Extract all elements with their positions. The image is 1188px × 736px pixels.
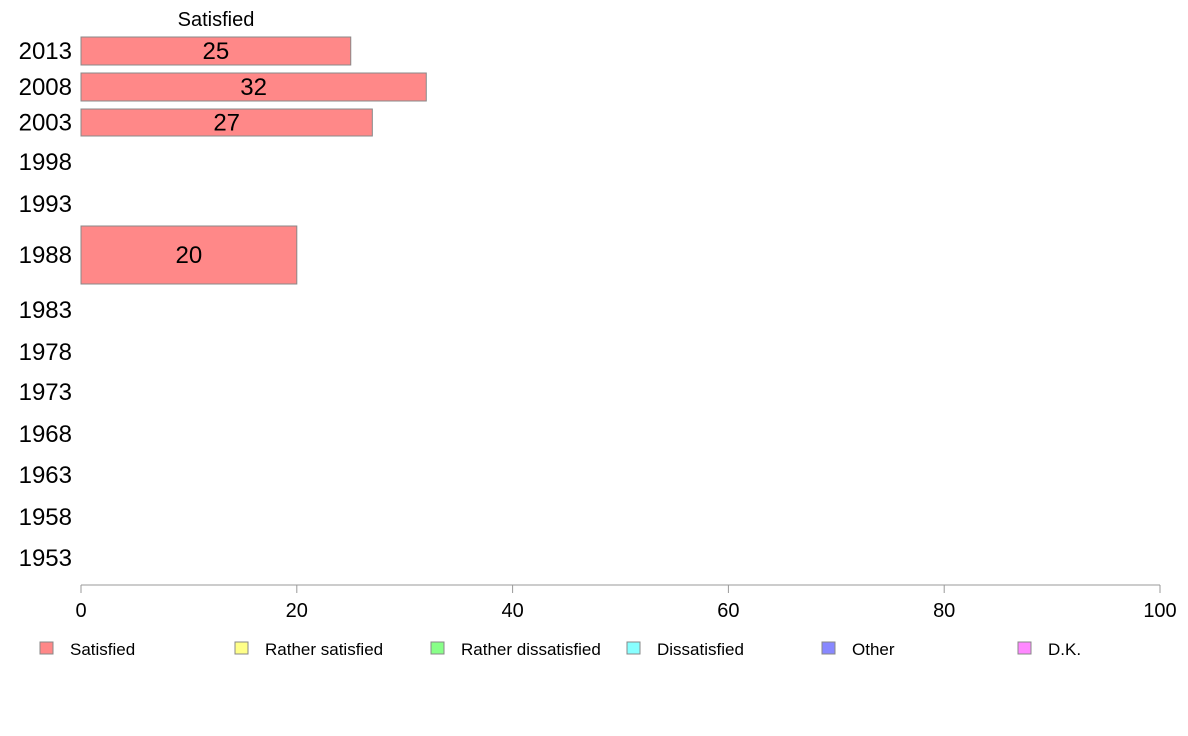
- y-tick-label: 1978: [19, 339, 72, 366]
- legend-item: Rather satisfied: [234, 640, 383, 659]
- legend-swatch: [821, 641, 836, 655]
- y-tick-label: 1973: [19, 379, 72, 406]
- y-axis-labels: 2013 2008 2003 1998 1993 1988 1983 1978 1973 1968…: [19, 38, 72, 572]
- y-tick-label: 1963: [19, 462, 72, 489]
- legend: Satisfied Rather satisfied Rather dissatis…: [39, 640, 1081, 659]
- y-tick-label: 1988: [19, 242, 72, 269]
- x-axis: 0 20 40 60 80 100: [75, 584, 1177, 622]
- y-tick-label: 2008: [19, 74, 72, 101]
- bar: [80, 72, 427, 102]
- y-tick-label: 2003: [19, 110, 72, 137]
- x-tick-label: 40: [501, 600, 523, 622]
- y-tick-label: 1958: [19, 504, 72, 531]
- legend-swatch: [234, 641, 249, 655]
- y-tick-label: 1953: [19, 545, 72, 572]
- series-header: Satisfied: [178, 9, 255, 31]
- data-label: 25: [203, 38, 230, 65]
- data-label: 27: [213, 110, 240, 137]
- data-label: 20: [176, 242, 203, 269]
- legend-swatch: [430, 641, 445, 655]
- legend-item: Dissatisfied: [626, 640, 744, 659]
- legend-item: D.K.: [1017, 640, 1081, 659]
- legend-label: Satisfied: [70, 640, 135, 659]
- x-tick-label: 80: [933, 600, 955, 622]
- legend-item: Other: [821, 640, 895, 659]
- bar: [80, 36, 352, 66]
- y-tick-label: 1998: [19, 149, 72, 176]
- x-tick-label: 60: [717, 600, 739, 622]
- y-tick-label: 2013: [19, 38, 72, 65]
- x-tick-label: 0: [75, 600, 86, 622]
- legend-label: Dissatisfied: [657, 640, 744, 659]
- bar: [80, 108, 373, 137]
- legend-label: D.K.: [1048, 640, 1081, 659]
- legend-label: Other: [852, 640, 895, 659]
- legend-swatch: [39, 641, 54, 655]
- legend-label: Rather satisfied: [265, 640, 383, 659]
- data-label: 32: [240, 74, 267, 101]
- y-tick-label: 1968: [19, 421, 72, 448]
- legend-item: Satisfied: [39, 640, 135, 659]
- x-tick-label: 100: [1143, 600, 1176, 622]
- legend-label: Rather dissatisfied: [461, 640, 601, 659]
- y-tick-label: 1993: [19, 191, 72, 218]
- x-tick-label: 20: [286, 600, 308, 622]
- legend-swatch: [1017, 641, 1032, 655]
- legend-item: Rather dissatisfied: [430, 640, 601, 659]
- bar: [80, 225, 298, 285]
- y-tick-label: 1983: [19, 297, 72, 324]
- legend-swatch: [626, 641, 641, 655]
